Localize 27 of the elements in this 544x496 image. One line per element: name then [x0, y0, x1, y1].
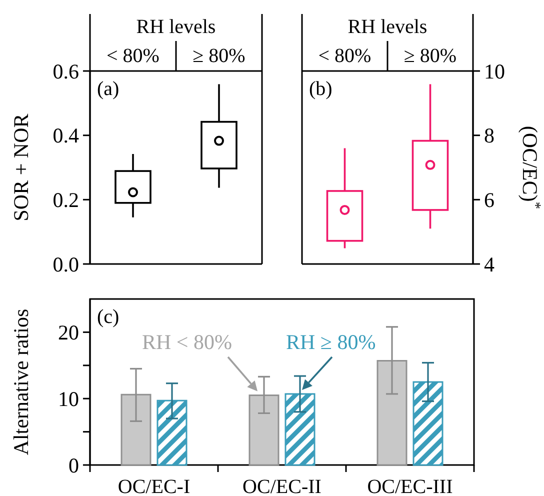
y-tick-label: 0 [68, 453, 79, 478]
x-tick-label: ≥ 80% [404, 45, 457, 67]
annotation: (b) [309, 78, 332, 100]
x-axis-title: RH levels [348, 16, 428, 38]
x-tick-label: OC/EC-III [367, 476, 453, 496]
y-tick-label: 20 [58, 320, 79, 345]
y2-tick-label: 6 [484, 188, 494, 212]
y2-tick-label: 4 [484, 252, 495, 276]
y2-tick-label: 8 [484, 124, 494, 148]
x-tick-label: OC/EC-II [242, 476, 322, 496]
y-tick-label: 0.4 [52, 124, 80, 148]
y-tick-label: 0.6 [52, 59, 79, 84]
x-tick-label: OC/EC-I [118, 476, 190, 496]
y2-tick-label: 10 [484, 59, 505, 84]
x-tick-label: < 80% [106, 45, 160, 67]
y-axis-title: Alternative ratios [9, 308, 33, 456]
x-axis-title: RH levels [136, 16, 216, 38]
y-tick-label: 10 [58, 386, 79, 411]
y-axis-title: SOR + NOR [9, 114, 33, 222]
annotation: (c) [97, 306, 120, 328]
x-tick-label: ≥ 80% [192, 45, 246, 67]
x-tick-label: < 80% [318, 45, 372, 67]
y-tick-label: 0.2 [52, 188, 79, 212]
y-tick-label: 0.0 [52, 252, 79, 276]
annotation: (a) [97, 78, 120, 100]
series-label: RH ≥ 80% [286, 330, 376, 354]
series-label: RH < 80% [142, 330, 232, 354]
